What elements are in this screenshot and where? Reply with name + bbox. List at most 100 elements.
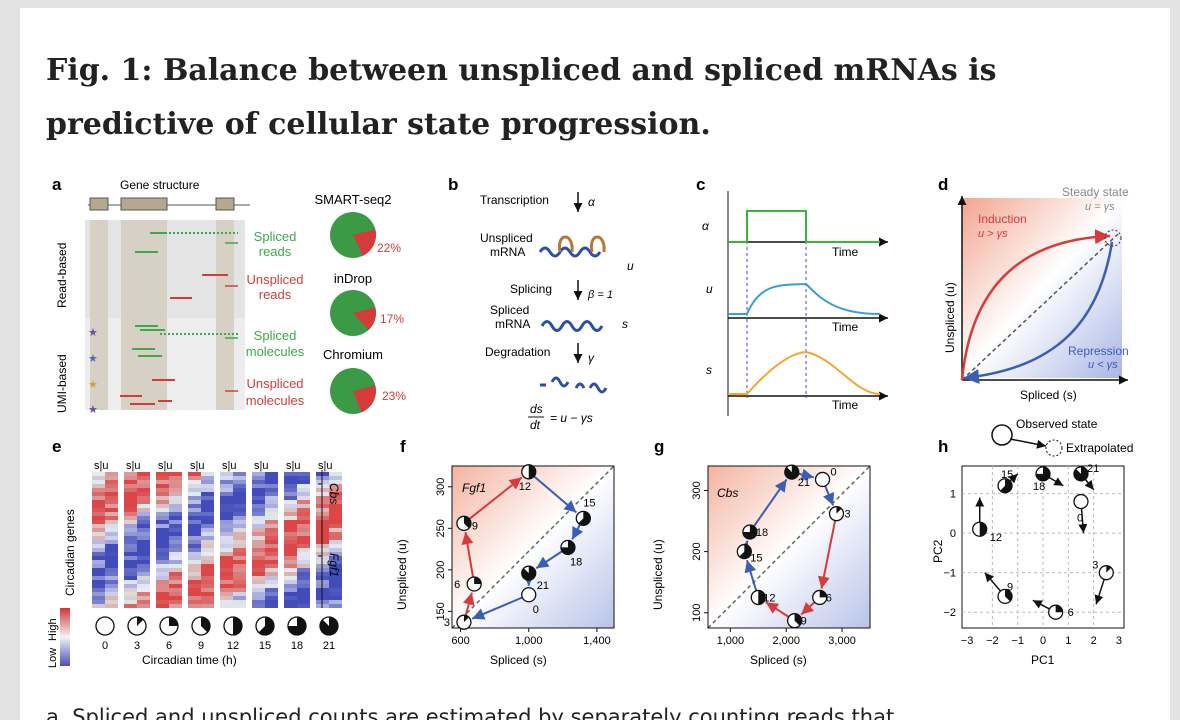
panel-h: h Observed state Extrapolated −3 −2 −1 0 1 2 3…	[931, 417, 1133, 667]
heatmap-cell	[329, 588, 342, 592]
heatmap-cell	[169, 600, 182, 604]
protocol-name-smart-seq2: SMART-seq2	[314, 192, 391, 207]
g-point-6-fill	[819, 590, 827, 598]
heatmap-cell	[220, 508, 233, 512]
heatmap-cell	[265, 568, 278, 572]
heatmap-cell	[233, 600, 246, 604]
s-symbol: s	[622, 317, 628, 331]
heatmap-header-0: s|u	[94, 460, 108, 472]
heatmap-cell	[169, 572, 182, 576]
label-unspliced-molecules-2: molecules	[246, 393, 305, 408]
heatmap-cell	[169, 528, 182, 532]
f-link-9	[468, 476, 523, 520]
svg-text:★: ★	[88, 353, 98, 365]
steady-state-line	[961, 233, 1119, 381]
heatmap-cell	[265, 476, 278, 480]
f-point-3-fill	[463, 615, 469, 623]
heatmap-cell	[156, 504, 169, 508]
heatmap-cell	[137, 560, 150, 564]
heatmap-cell	[137, 476, 150, 480]
heatmap-cell	[284, 536, 297, 540]
heatmap-cell	[188, 524, 201, 528]
heatmap-cell	[252, 572, 265, 576]
heatmap-cell	[137, 584, 150, 588]
heatmap-cell	[92, 544, 105, 548]
heatmap-cell	[297, 584, 310, 588]
heatmap-cell	[252, 584, 265, 588]
heatmap-cell	[156, 520, 169, 524]
heatmap-cell	[137, 556, 150, 560]
heatmap-cell	[284, 528, 297, 532]
g-link-9	[765, 601, 790, 618]
g-point-0-face	[814, 471, 831, 488]
heatmap-cell	[233, 500, 246, 504]
heatmap-cell	[188, 508, 201, 512]
h-point-9-fill	[1005, 589, 1013, 602]
heatmap-cell	[188, 580, 201, 584]
g-point-21	[784, 464, 800, 480]
g-link-0	[822, 485, 835, 506]
g-xlabel: Spliced (s)	[750, 653, 807, 667]
heatmap-cell	[92, 592, 105, 596]
heatmap-cell	[265, 480, 278, 484]
heatmap-cell	[137, 564, 150, 568]
heatmap-cell	[188, 540, 201, 544]
equation-denominator: dt	[530, 418, 541, 432]
heatmap-cell	[252, 580, 265, 584]
heatmap-cell	[105, 476, 118, 480]
heatmap-cell	[105, 496, 118, 500]
heatmap-cell	[220, 516, 233, 520]
f-point-label-15: 15	[583, 497, 595, 509]
heatmap-cell	[169, 516, 182, 520]
heatmap-cell	[156, 592, 169, 596]
heatmap-cell	[92, 552, 105, 556]
induction-equation: u > γs	[978, 228, 1008, 240]
heatmap-cell	[124, 568, 137, 572]
heatmap-cell	[329, 488, 342, 492]
heatmap-cell	[156, 560, 169, 564]
heatmap-cell	[137, 576, 150, 580]
heatmap-cell	[169, 488, 182, 492]
heatmap-cell	[233, 560, 246, 564]
heatmap-cell	[156, 484, 169, 488]
f-point-label-18: 18	[570, 556, 582, 568]
heatmap-cell	[124, 476, 137, 480]
heatmap-cell	[92, 524, 105, 528]
heatmap-cell	[188, 588, 201, 592]
colorbar	[60, 608, 70, 666]
heatmap-cell	[220, 604, 233, 608]
heatmap-cell	[265, 560, 278, 564]
clock-15-fill	[258, 617, 274, 635]
heatmap-cell	[169, 580, 182, 584]
h-xtick-label: 2	[1091, 635, 1097, 647]
heatmap-cell	[201, 484, 214, 488]
spliced-label: Spliced	[490, 303, 529, 317]
heatmap-cell	[329, 472, 342, 476]
heatmap-cell	[124, 588, 137, 592]
f-point-0-face	[521, 587, 537, 603]
heatmap-cell	[188, 520, 201, 524]
heatmap-cell	[252, 552, 265, 556]
heatmap-cell	[329, 552, 342, 556]
d-ylabel: Unspliced (u)	[943, 282, 957, 353]
unspliced-label: Unspliced	[480, 231, 533, 245]
svg-text:★: ★	[88, 379, 98, 391]
heatmap-cell	[265, 544, 278, 548]
g-ylabel: Unspliced (u)	[651, 539, 665, 610]
heatmap-cell	[188, 496, 201, 500]
u-curve	[728, 282, 881, 315]
heatmap-cell	[169, 560, 182, 564]
heatmap-cell	[284, 480, 297, 484]
h-point-label-18: 18	[1033, 481, 1045, 493]
heatmap-cell	[137, 572, 150, 576]
heatmap-cell	[188, 596, 201, 600]
heatmap-cell	[156, 476, 169, 480]
c-time-label-3: Time	[832, 398, 859, 412]
heatmap-cell	[92, 580, 105, 584]
heatmap-cell	[156, 508, 169, 512]
heatmap-cell	[169, 544, 182, 548]
pie-slice-0	[353, 229, 376, 256]
h-ytick-label: 0	[950, 528, 956, 540]
heatmap-cell	[329, 584, 342, 588]
heatmap-cell	[105, 548, 118, 552]
